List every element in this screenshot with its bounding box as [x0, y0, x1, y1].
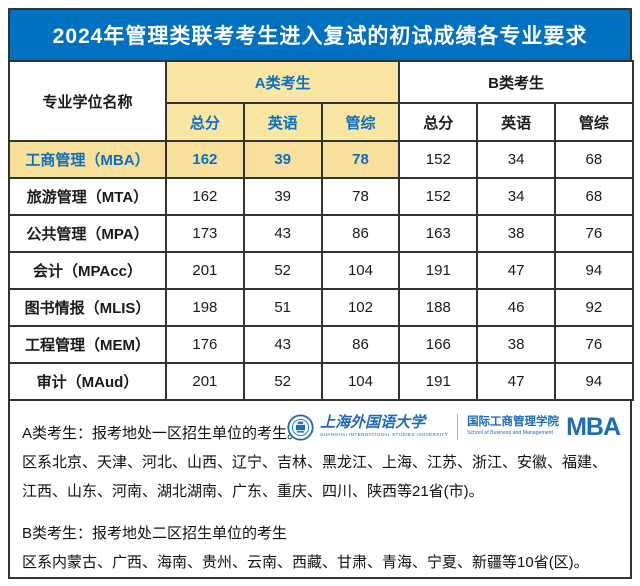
note-a-block: A类考生：报考地处一区招生单位的考生。 区系北京、天津、河北、山西、辽宁、吉林、…: [22, 419, 620, 506]
score-cell: 38: [476, 325, 556, 364]
university-seal-icon: [287, 413, 314, 441]
program-name-cell: 公共管理（MPA）: [8, 214, 167, 253]
university-name-block: 上海外国语大学 SHANGHAI INTERNATIONAL STUDIES U…: [320, 416, 448, 438]
table-row-mba: 工商管理（MBA） 162 39 78 152 34 68: [8, 140, 634, 179]
score-cell: 201: [165, 251, 245, 290]
program-name-cell: 会计（MPAcc）: [8, 251, 167, 290]
score-cell: 47: [476, 362, 556, 401]
score-cell: 173: [165, 214, 245, 253]
note-b-regions: 区系内蒙古、广西、海南、贵州、云南、西藏、甘肃、青海、宁夏、新疆等10省(区)。: [22, 554, 589, 571]
score-cell: 102: [320, 288, 401, 327]
table-row-mpa: 公共管理（MPA） 173 43 86 163 38 76: [8, 214, 634, 253]
subheader-b-comprehensive: 管综: [553, 102, 634, 142]
title-bar: 2024年管理类联考考生进入复试的初试成绩各专业要求: [8, 8, 632, 62]
header-row-subjects: 总分 英语 管综 总分 英语 管综: [9, 102, 634, 142]
score-cell: 176: [165, 325, 245, 364]
table-row-mta: 旅游管理（MTA） 162 39 78 152 34 68: [8, 177, 634, 216]
note-a-regions: 区系北京、天津、河北、山西、辽宁、吉林、黑龙江、上海、江苏、浙江、安徽、福建、江…: [22, 454, 608, 500]
subheader-a-comprehensive: 管综: [320, 102, 401, 142]
score-cell: 104: [320, 362, 401, 401]
score-cell: 86: [320, 214, 401, 253]
score-cell: 104: [320, 251, 401, 290]
score-cell: 162: [165, 140, 245, 179]
subheader-b-total: 总分: [398, 102, 479, 142]
school-name-cn: 国际工商管理学院: [467, 416, 560, 429]
score-cell: 68: [553, 140, 634, 179]
header-row-groups: 专业学位名称 A类考生 B类考生: [8, 60, 634, 142]
score-cell: 163: [398, 214, 479, 253]
score-cell: 198: [165, 288, 245, 327]
score-cell: 162: [165, 177, 245, 216]
score-cell: 43: [242, 325, 323, 364]
university-name-en: SHANGHAI INTERNATIONAL STUDIES UNIVERSIT…: [320, 432, 449, 438]
score-cell: 39: [242, 177, 323, 216]
score-cell: 94: [553, 251, 634, 290]
score-cell: 94: [553, 362, 634, 401]
score-cell: 52: [242, 362, 323, 401]
note-a-definition: A类考生：报考地处一区招生单位的考生。: [22, 425, 303, 442]
score-cell: 92: [553, 288, 634, 327]
score-cell: 76: [553, 325, 634, 364]
score-cell: 76: [553, 214, 634, 253]
score-cell: 43: [242, 214, 323, 253]
school-name-en: School of Business and Management: [467, 430, 553, 437]
mba-brand-text: MBA: [566, 412, 621, 441]
score-cell: 46: [476, 288, 556, 327]
announcement-sheet: 2024年管理类联考考生进入复试的初试成绩各专业要求 专业学位名称 A类考生 B…: [8, 8, 634, 579]
score-cell: 191: [398, 251, 479, 290]
score-cell: 152: [398, 140, 479, 179]
score-cell: 201: [165, 362, 245, 401]
logo-divider: [457, 414, 459, 440]
note-b-definition: B类考生：报考地处二区招生单位的考生: [22, 525, 288, 542]
score-cell: 38: [476, 214, 556, 253]
program-name-cell: 工商管理（MBA）: [8, 140, 167, 179]
table-row-maud: 审计（MAud） 201 52 104 191 47 94: [8, 362, 634, 401]
table-row-mlis: 图书情报（MLIS） 198 51 102 188 46 92: [8, 288, 634, 327]
score-cell: 166: [398, 325, 479, 364]
note-b-block: B类考生：报考地处二区招生单位的考生 区系内蒙古、广西、海南、贵州、云南、西藏、…: [22, 519, 620, 577]
score-cell: 52: [242, 251, 323, 290]
university-name-cn: 上海外国语大学: [320, 415, 426, 432]
score-cell: 78: [320, 177, 401, 216]
table-row-mpacc: 会计（MPAcc） 201 52 104 191 47 94: [8, 251, 634, 290]
group-header-a: A类考生: [164, 60, 401, 104]
score-cell: 188: [398, 288, 479, 327]
page-title: 2024年管理类联考考生进入复试的初试成绩各专业要求: [52, 25, 588, 48]
score-cell: 51: [242, 288, 323, 327]
score-cell: 191: [398, 362, 479, 401]
subheader-b-english: 英语: [476, 102, 556, 142]
group-header-b: B类考生: [398, 60, 634, 104]
subheader-a-english: 英语: [242, 102, 323, 142]
sisu-mba-logo: 上海外国语大学 SHANGHAI INTERNATIONAL STUDIES U…: [287, 409, 621, 445]
program-name-cell: 审计（MAud）: [8, 362, 167, 401]
score-cell: 86: [320, 325, 401, 364]
score-cell: 39: [242, 140, 323, 179]
program-name-cell: 旅游管理（MTA）: [8, 177, 167, 216]
score-cell: 78: [320, 140, 401, 179]
school-name-block: 国际工商管理学院 School of Business and Manageme…: [467, 417, 559, 436]
score-cell: 47: [476, 251, 556, 290]
notes-box: 上海外国语大学 SHANGHAI INTERNATIONAL STUDIES U…: [8, 399, 632, 579]
score-cell: 34: [476, 140, 556, 179]
column-header-program: 专业学位名称: [8, 60, 167, 142]
subheader-a-total: 总分: [165, 102, 245, 142]
program-name-cell: 工程管理（MEM）: [8, 325, 167, 364]
score-table: 专业学位名称 A类考生 B类考生 总分 英语 管综 总分 英语 管综 工商管理（…: [8, 60, 634, 401]
program-name-cell: 图书情报（MLIS）: [8, 288, 167, 327]
score-cell: 68: [553, 177, 634, 216]
table-row-mem: 工程管理（MEM） 176 43 86 166 38 76: [8, 325, 634, 364]
score-cell: 34: [476, 177, 556, 216]
score-cell: 152: [398, 177, 479, 216]
